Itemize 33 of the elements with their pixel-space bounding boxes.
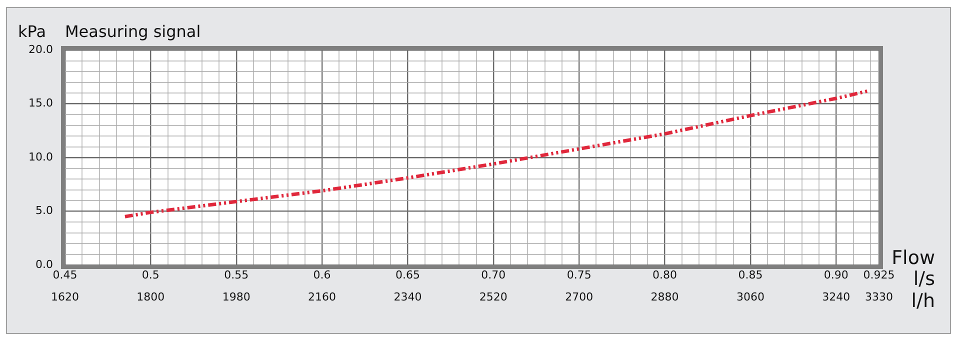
x2-tick-label: 1980 — [222, 290, 250, 304]
y-tick-label: 5.0 — [36, 204, 53, 218]
x2-tick-label: 1620 — [51, 290, 79, 304]
x-tick-label: 0.75 — [566, 268, 592, 282]
x-tick-label: 0.65 — [395, 268, 420, 282]
y-tick-label: 20.0 — [28, 42, 53, 56]
x-axis-title: l/s — [913, 268, 935, 290]
x2-tick-label: 2520 — [479, 290, 508, 304]
x2-axis-title: l/h — [911, 290, 935, 312]
x-tick-label: 0.45 — [52, 268, 78, 282]
x2-tick-label: 3330 — [865, 290, 893, 304]
x-tick-label: 0.6 — [313, 268, 331, 282]
x-tick-label: 0.5 — [142, 268, 160, 282]
x2-tick-label: 3060 — [736, 290, 764, 304]
y-tick-label: 15.0 — [28, 96, 53, 110]
x-tick-label: 0.925 — [863, 268, 895, 282]
x2-tick-label: 3240 — [822, 290, 850, 304]
x2-tick-label: 1800 — [136, 290, 165, 304]
y-axis-title: kPa — [18, 22, 46, 41]
x-tick-label: 0.70 — [481, 268, 506, 282]
chart-title: Measuring signal — [65, 22, 201, 41]
text: Flow — [892, 247, 935, 269]
x2-tick-label: 2160 — [308, 290, 336, 304]
line-series — [123, 89, 870, 218]
x-tick-label: 0.55 — [224, 268, 249, 282]
y-tick-label: 0.0 — [36, 258, 53, 271]
x2-tick-label: 2700 — [565, 290, 594, 304]
x-tick-label: 0.85 — [738, 268, 763, 282]
x2-tick-label: 2880 — [650, 290, 679, 304]
x2-tick-label: 2340 — [394, 290, 422, 304]
y-tick-label: 10.0 — [28, 150, 53, 164]
x-tick-label: 0.90 — [824, 268, 848, 282]
x-tick-label: 0.80 — [652, 268, 678, 282]
